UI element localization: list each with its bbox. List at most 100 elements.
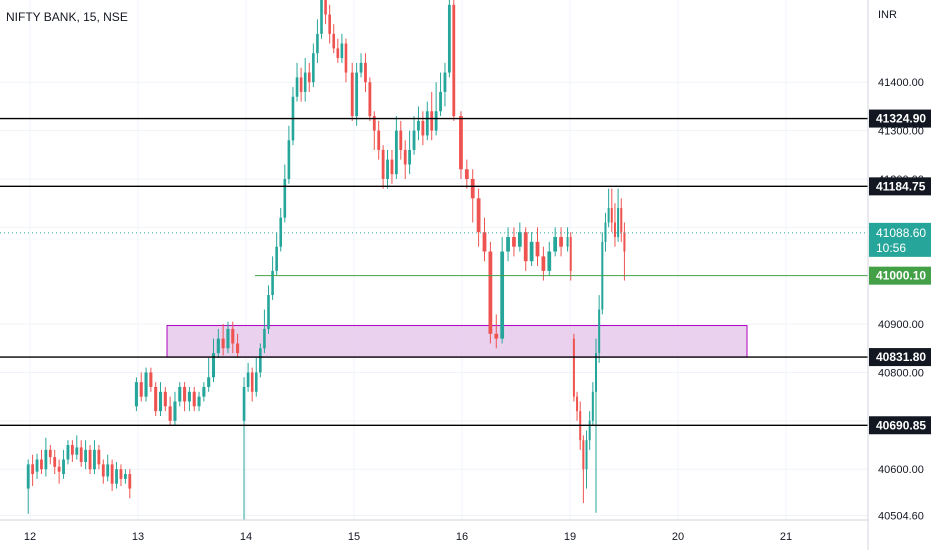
candle-body[interactable] <box>216 338 220 354</box>
candle-body[interactable] <box>598 309 601 354</box>
candle-body[interactable] <box>355 72 359 117</box>
candle-body[interactable] <box>434 111 438 131</box>
candle-body[interactable] <box>408 149 412 165</box>
candle-body[interactable] <box>158 391 163 412</box>
candle-body[interactable] <box>84 449 88 462</box>
candle-body[interactable] <box>488 251 493 334</box>
candle-body[interactable] <box>307 72 311 83</box>
candle-body[interactable] <box>547 251 552 271</box>
candle-body[interactable] <box>447 4 451 73</box>
candle-body[interactable] <box>295 77 299 97</box>
candle-body[interactable] <box>430 111 434 131</box>
candle-body[interactable] <box>275 246 278 271</box>
candle-body[interactable] <box>250 372 254 392</box>
candle-body[interactable] <box>403 149 407 165</box>
candle-body[interactable] <box>585 440 588 470</box>
candle-body[interactable] <box>399 130 403 150</box>
candle-body[interactable] <box>425 111 429 136</box>
candle-body[interactable] <box>476 198 481 233</box>
candle-body[interactable] <box>336 48 340 59</box>
candle-body[interactable] <box>168 406 172 421</box>
candle-body[interactable] <box>197 396 201 407</box>
candle-body[interactable] <box>40 459 43 470</box>
candle-body[interactable] <box>364 62 367 83</box>
candle-body[interactable] <box>610 208 613 223</box>
candle-body[interactable] <box>350 72 354 117</box>
candle-body[interactable] <box>254 372 258 392</box>
candle-body[interactable] <box>582 440 585 470</box>
candle-body[interactable] <box>572 338 575 397</box>
candle-body[interactable] <box>464 169 469 179</box>
candle-body[interactable] <box>312 53 315 83</box>
candle-body[interactable] <box>559 237 563 247</box>
candle-body[interactable] <box>576 396 579 412</box>
candle-body[interactable] <box>553 237 558 252</box>
candle-body[interactable] <box>231 328 235 344</box>
candle-body[interactable] <box>110 464 114 484</box>
candle-body[interactable] <box>119 469 123 479</box>
candle-body[interactable] <box>26 464 30 489</box>
candle-body[interactable] <box>53 457 57 467</box>
candle-body[interactable] <box>494 333 499 339</box>
candle-body[interactable] <box>344 43 348 73</box>
candle-body[interactable] <box>123 474 127 479</box>
candle-body[interactable] <box>144 372 148 397</box>
candle-body[interactable] <box>394 130 398 175</box>
candle-body[interactable] <box>529 241 534 262</box>
candle-body[interactable] <box>506 237 510 252</box>
candle-body[interactable] <box>267 295 270 329</box>
candle-body[interactable] <box>271 270 274 296</box>
candle-body[interactable] <box>569 237 572 271</box>
candle-body[interactable] <box>588 420 591 441</box>
candle-body[interactable] <box>115 469 118 484</box>
candle-body[interactable] <box>613 222 616 238</box>
candle-body[interactable] <box>88 449 92 470</box>
candle-body[interactable] <box>299 77 303 92</box>
candle-body[interactable] <box>417 120 420 131</box>
candle-body[interactable] <box>591 391 594 421</box>
candle-body[interactable] <box>620 208 623 233</box>
candle-body[interactable] <box>183 386 187 402</box>
candle-body[interactable] <box>607 208 610 223</box>
candle-body[interactable] <box>328 14 331 34</box>
candle-body[interactable] <box>101 464 105 477</box>
candle-body[interactable] <box>139 382 143 397</box>
candle-body[interactable] <box>128 474 132 489</box>
candle-body[interactable] <box>390 159 394 175</box>
candle-body[interactable] <box>412 130 416 150</box>
candle-body[interactable] <box>259 348 262 373</box>
candle-body[interactable] <box>617 208 620 238</box>
candle-body[interactable] <box>246 372 250 387</box>
candle-body[interactable] <box>207 377 211 387</box>
candle-body[interactable] <box>340 43 344 59</box>
candle-body[interactable] <box>93 449 96 470</box>
candle-body[interactable] <box>178 386 182 402</box>
candle-body[interactable] <box>263 328 266 349</box>
candle-body[interactable] <box>226 328 230 349</box>
candle-body[interactable] <box>368 82 372 117</box>
candle-body[interactable] <box>134 382 138 407</box>
candle-body[interactable] <box>173 401 177 421</box>
candle-body[interactable] <box>482 232 487 252</box>
candle-body[interactable] <box>439 91 442 112</box>
candle-body[interactable] <box>386 159 389 179</box>
candle-body[interactable] <box>500 251 505 339</box>
candle-body[interactable] <box>623 232 626 252</box>
candle-body[interactable] <box>44 449 48 470</box>
candle-body[interactable] <box>66 445 70 460</box>
candle-body[interactable] <box>70 445 74 455</box>
candle-body[interactable] <box>79 447 83 462</box>
candle-body[interactable] <box>283 178 287 218</box>
candle-body[interactable] <box>332 33 336 49</box>
candle-body[interactable] <box>443 72 447 92</box>
candle-body[interactable] <box>421 120 425 136</box>
candle-body[interactable] <box>31 464 35 475</box>
candle-body[interactable] <box>459 116 463 170</box>
candle-body[interactable] <box>604 222 607 242</box>
candle-body[interactable] <box>523 232 528 262</box>
candle-body[interactable] <box>202 386 206 397</box>
candle-body[interactable] <box>48 449 52 458</box>
candle-body[interactable] <box>372 116 376 131</box>
